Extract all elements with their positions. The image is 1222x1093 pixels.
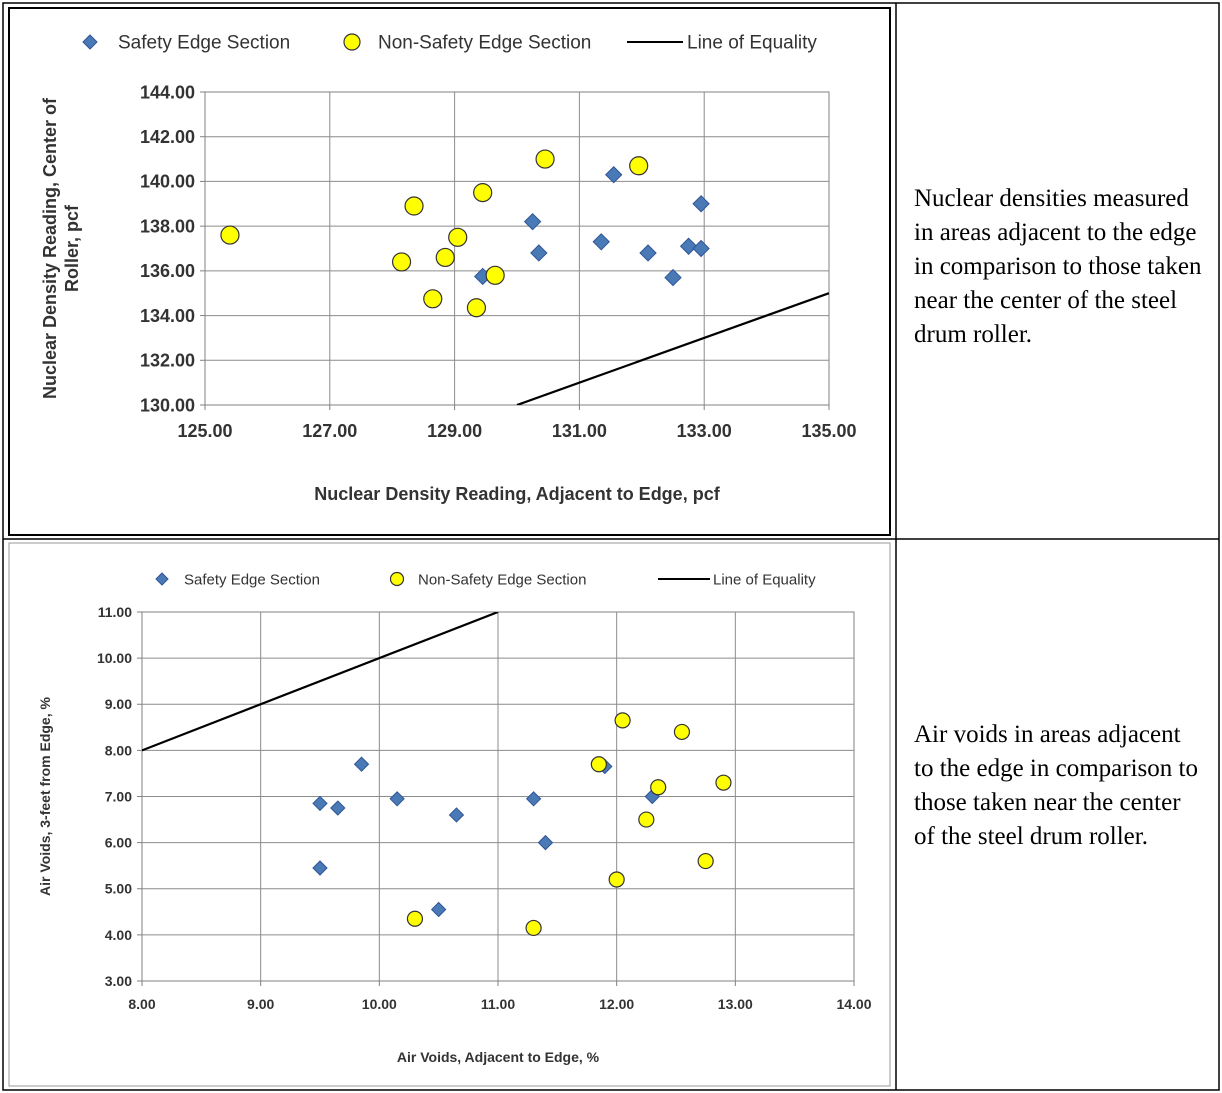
y-tick-label: 7.00: [105, 788, 132, 804]
x-tick-label: 131.00: [552, 421, 607, 441]
caption-air-voids: Air voids in areas adjacent to the edge …: [914, 721, 1198, 850]
y-tick-label: 11.00: [98, 604, 132, 620]
non-safety-edge-point: [638, 811, 655, 828]
safety-edge-point: [692, 195, 710, 213]
legend-label: Safety Edge Section: [118, 33, 290, 54]
y-axis-title-line: Air Voids, 3-feet from Edge, %: [37, 697, 53, 896]
x-tick-label: 11.00: [481, 996, 515, 1012]
plot-area: [204, 91, 830, 406]
non-safety-edge-point: [715, 774, 732, 791]
safety-edge-point: [330, 800, 346, 816]
chart-density: 125.00 127.00 129.00 131.00 133.00 135.00 130.…: [40, 33, 857, 504]
y-axis-title-line: Nuclear Density Reading, Center of: [40, 97, 60, 399]
non-safety-edge-point: [650, 779, 667, 796]
y-tick-label: 5.00: [105, 881, 132, 897]
legend-diamond-marker: [82, 34, 98, 50]
non-safety-edge-point: [535, 149, 555, 169]
x-tick-label: 14.00: [836, 996, 871, 1012]
non-safety-edge-point: [448, 227, 468, 247]
safety-edge-point: [312, 860, 328, 876]
x-tick-label: 129.00: [427, 421, 482, 441]
non-safety-edge-point: [697, 852, 714, 870]
non-safety-edge-point: [473, 183, 493, 203]
y-tick-label: 6.00: [105, 835, 132, 851]
legend-label: Safety Edge Section: [184, 571, 320, 588]
y-axis-title: Nuclear Density Reading, Center of Roller…: [40, 97, 82, 399]
non-safety-edge-point: [220, 225, 240, 245]
legend-label: Non-Safety Edge Section: [418, 571, 586, 588]
legend-circle-marker: [389, 571, 405, 587]
y-axis-title: Air Voids, 3-feet from Edge, %: [37, 697, 53, 896]
non-safety-edge-point: [404, 196, 424, 216]
equality-line: [516, 292, 829, 405]
safety-edge-point: [605, 166, 623, 184]
y-tick-label: 134.00: [140, 306, 195, 326]
x-tick-label: 12.00: [599, 996, 634, 1012]
non-safety-edge-point: [614, 712, 631, 729]
x-tick-label: 13.00: [718, 996, 753, 1012]
x-tick-label: 9.00: [247, 996, 274, 1012]
y-tick-label: 132.00: [140, 351, 195, 371]
safety-edge-point: [692, 239, 710, 258]
safety-edge-point: [664, 268, 682, 287]
y-tick-label: 3.00: [105, 973, 132, 989]
legend-diamond-marker: [155, 572, 169, 586]
y-tick-label: 140.00: [140, 172, 195, 192]
y-tick-label: 4.00: [105, 927, 132, 943]
y-axis-title-line: Roller, pcf: [62, 204, 82, 292]
x-tick-label: 133.00: [677, 421, 732, 441]
y-tick-label: 142.00: [140, 127, 195, 147]
legend: Safety Edge Section Non-Safety Edge Secti…: [155, 571, 816, 588]
non-safety-edge-point: [391, 252, 412, 272]
safety-edge-point: [430, 901, 447, 918]
non-safety-edge-point: [466, 298, 487, 318]
non-safety-edge-point: [590, 756, 607, 773]
x-tick-label: 125.00: [177, 421, 232, 441]
y-tick-label: 138.00: [140, 216, 195, 236]
safety-edge-point: [389, 791, 405, 807]
x-tick-label: 10.00: [362, 996, 397, 1012]
legend-label: Line of Equality: [713, 571, 816, 588]
legend-label: Line of Equality: [687, 33, 817, 54]
y-tick-label: 144.00: [140, 82, 195, 102]
safety-edge-point: [525, 791, 542, 807]
safety-edge-point: [312, 795, 328, 812]
non-safety-edge-point: [608, 871, 625, 888]
non-safety-edge-point: [423, 289, 443, 309]
safety-edge-point: [592, 233, 610, 251]
non-safety-edge-point: [485, 265, 505, 285]
chart-air-voids: 8.00 9.00 10.00 11.00 12.00 13.00 14.00 3.00 4.0…: [37, 571, 872, 1065]
x-tick-label: 135.00: [801, 421, 856, 441]
x-tick-label: 127.00: [302, 421, 357, 441]
legend-label: Non-Safety Edge Section: [378, 33, 591, 54]
legend-circle-marker: [343, 33, 361, 51]
safety-edge-point: [448, 807, 465, 823]
y-tick-label: 130.00: [140, 395, 195, 415]
x-tick-label: 8.00: [128, 996, 155, 1012]
y-tick-label: 10.00: [97, 650, 132, 666]
safety-edge-point: [537, 834, 554, 851]
equality-line: [142, 612, 499, 752]
safety-edge-point: [679, 237, 698, 255]
caption-density: Nuclear densities measured in areas adja…: [914, 185, 1202, 348]
non-safety-edge-point: [435, 247, 455, 268]
y-tick-label: 136.00: [140, 261, 195, 281]
x-axis-title: Nuclear Density Reading, Adjacent to Edg…: [314, 484, 720, 504]
non-safety-edge-point: [673, 723, 691, 741]
non-safety-edge-point: [406, 910, 424, 927]
y-tick-label: 8.00: [105, 742, 132, 758]
non-safety-edge-point: [525, 919, 542, 937]
safety-edge-point: [530, 244, 548, 262]
non-safety-edge-point: [629, 156, 649, 176]
x-axis-title: Air Voids, Adjacent to Edge, %: [397, 1049, 600, 1065]
safety-edge-point: [523, 212, 542, 231]
legend: Safety Edge Section Non-Safety Edge Secti…: [82, 33, 817, 54]
y-tick-label: 9.00: [105, 696, 132, 712]
safety-edge-point: [639, 244, 657, 262]
safety-edge-point: [353, 756, 370, 772]
